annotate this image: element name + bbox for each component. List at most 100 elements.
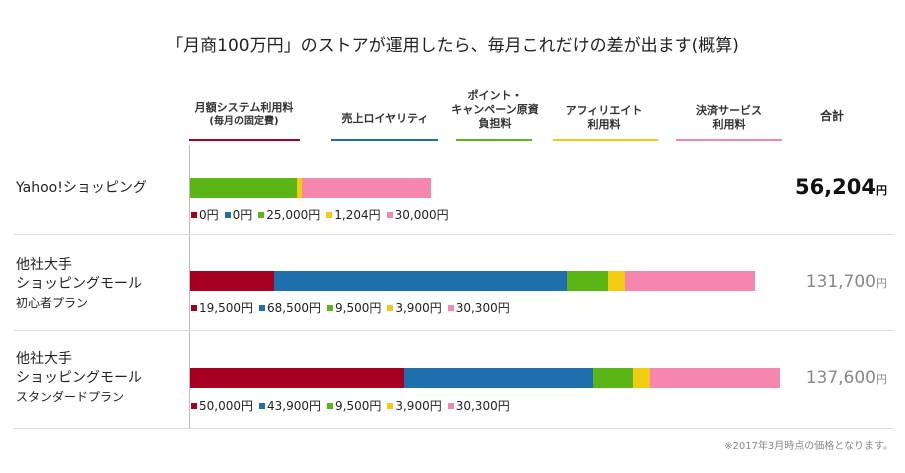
segment-payment (650, 368, 780, 388)
legend-swatch (191, 212, 197, 218)
chart-title: 「月商100万円」のストアが運用したら、毎月これだけの差が出ます(概算) (166, 36, 739, 56)
footnote: ※2017年3月時点の価格となります。 (724, 441, 893, 452)
row-divider (14, 428, 894, 429)
data-label: 68,500円 (267, 301, 321, 315)
legend-swatch (259, 305, 265, 311)
data-label: 43,900円 (267, 399, 321, 413)
row-label-line: ショッピングモール (16, 276, 142, 292)
segment-point-campaign (567, 271, 609, 291)
total-header: 合計 (820, 109, 845, 123)
total-value: 56,204 (794, 175, 876, 199)
legend-item: 3,900円 (387, 299, 442, 316)
data-label: 1,204円 (334, 208, 381, 222)
value-legend: 50,000円 43,900円 9,500円 3,900円 30,300円 (191, 397, 516, 414)
total-value: 137,600 (805, 368, 876, 388)
data-label: 50,000円 (199, 399, 253, 413)
row-label-line: Yahoo!ショッピング (16, 180, 147, 196)
category-header-affiliate: アフィリエイト 利用料 (548, 104, 660, 132)
legend-item: 30,000円 (386, 206, 449, 223)
legend-item: 9,500円 (327, 299, 381, 316)
data-label: 25,000円 (266, 208, 321, 222)
legend-item: 30,300円 (447, 397, 510, 414)
legend-item: 1,204円 (326, 206, 381, 223)
legend-swatch (326, 212, 333, 218)
row-total: 137,600円 (806, 368, 887, 388)
legend-item: 50,000円 (191, 397, 253, 414)
segment-system-fee (190, 368, 405, 388)
legend-item: 25,000円 (258, 206, 320, 223)
legend-swatch (386, 212, 393, 218)
category-sublabel: (毎月の固定費) (209, 116, 279, 127)
legend-swatch (224, 212, 231, 218)
legend-item: 68,500円 (259, 299, 321, 316)
axis-line (189, 145, 190, 428)
category-underline (331, 139, 438, 141)
data-label: 30,300円 (455, 399, 510, 413)
segment-point-campaign (190, 178, 298, 198)
category-header-point-campaign: ポイント・ キャンペーン原資 負担料 (439, 89, 551, 131)
legend-swatch (327, 305, 333, 311)
value-legend: 19,500円 68,500円 9,500円 3,900円 30,300円 (191, 299, 516, 316)
segment-royalty (273, 271, 568, 291)
category-label: アフィリエイト (565, 104, 643, 117)
segment-point-campaign (592, 368, 634, 388)
legend-item: 43,900円 (259, 397, 321, 414)
row-label-line: 他社大手 (16, 351, 72, 367)
category-label: 月額システム利用料 (194, 101, 294, 114)
category-header-payment: 決済サービス 利用料 (673, 104, 785, 132)
row-label-mall-beginner: 他社大手 ショッピングモール 初心者プラン (16, 256, 142, 312)
yen-unit: 円 (876, 277, 887, 290)
total-value: 131,700 (805, 272, 876, 292)
data-label: 19,500円 (199, 301, 253, 315)
segment-affiliate (633, 368, 651, 388)
legend-swatch (387, 305, 394, 311)
row-label-plan: 初心者プラン (16, 296, 89, 310)
category-label: 決済サービス (696, 104, 762, 117)
yen-unit: 円 (876, 373, 887, 386)
category-label: 売上ロイヤリティ (341, 112, 429, 125)
data-label: 9,500円 (335, 301, 382, 315)
segment-affiliate (608, 271, 625, 291)
data-label: 30,300円 (455, 301, 510, 315)
category-sublabel: 負担料 (478, 117, 512, 130)
segment-payment (624, 271, 755, 291)
legend-item: 9,500円 (327, 397, 381, 414)
legend-swatch (191, 305, 197, 311)
legend-swatch (387, 403, 394, 409)
legend-swatch (327, 403, 333, 409)
segment-affiliate (297, 178, 303, 198)
data-label: 3,900円 (395, 399, 442, 413)
category-sublabel: 利用料 (712, 118, 746, 131)
category-header-system-fee: 月額システム利用料 (毎月の固定費) (188, 101, 300, 129)
row-label-plan: スタンダードプラン (16, 390, 125, 404)
data-label: 9,500円 (335, 399, 382, 413)
row-label-yahoo: Yahoo!ショッピング (16, 179, 147, 198)
row-divider (14, 234, 894, 235)
data-label: 0円 (199, 208, 219, 222)
row-label-mall-standard: 他社大手 ショッピングモール スタンダードプラン (16, 350, 142, 406)
category-sublabel: 利用料 (587, 118, 621, 131)
row-total: 131,700円 (806, 272, 887, 292)
category-label: ポイント・ (467, 89, 523, 102)
row-divider (14, 330, 894, 331)
legend-item: 30,300円 (447, 299, 510, 316)
row-total: 56,204円 (795, 175, 887, 199)
legend-item: 0円 (224, 206, 252, 223)
legend-swatch (258, 212, 265, 218)
legend-swatch (447, 403, 454, 409)
legend-swatch (191, 403, 197, 409)
legend-swatch (447, 305, 454, 311)
category-sublabel: キャンペーン原資 (451, 103, 539, 116)
segment-payment (302, 178, 431, 198)
legend-item: 19,500円 (191, 299, 253, 316)
segment-system-fee (190, 271, 274, 291)
yen-unit: 円 (876, 184, 887, 197)
data-label: 30,000円 (394, 208, 449, 222)
category-underline (676, 139, 782, 141)
segment-royalty (404, 368, 593, 388)
row-label-line: 他社大手 (16, 257, 72, 273)
legend-swatch (259, 403, 265, 409)
category-underline (189, 139, 300, 141)
category-header-royalty: 売上ロイヤリティ (330, 112, 440, 126)
row-label-line: ショッピングモール (16, 370, 142, 386)
